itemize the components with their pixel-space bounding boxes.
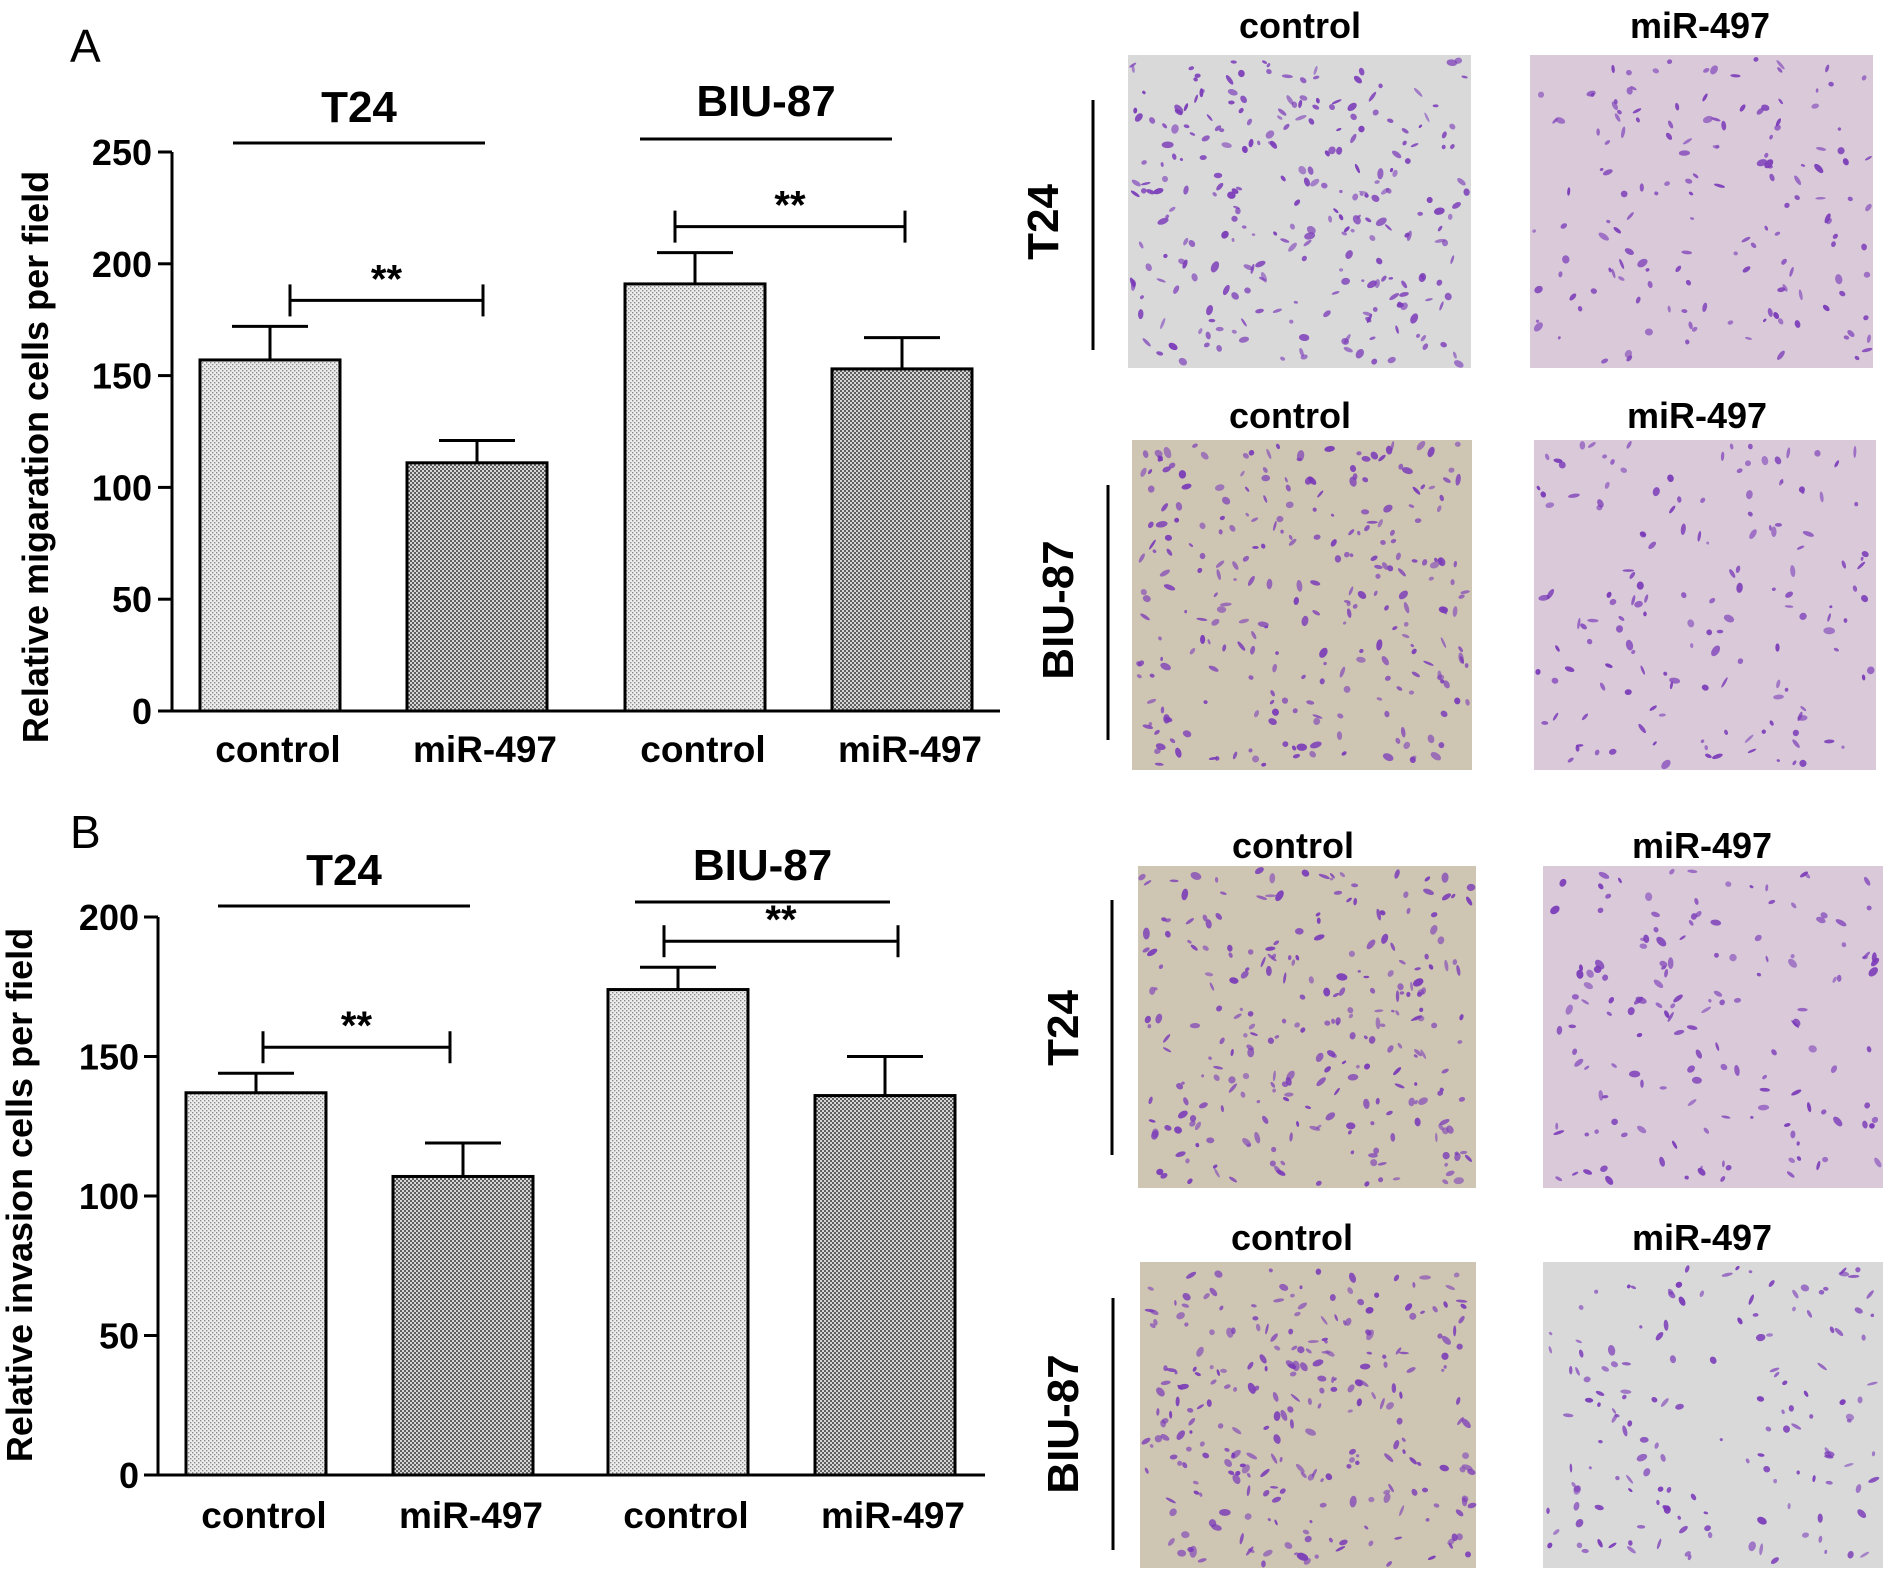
chart-a-bar-mir-497 — [830, 367, 974, 713]
chart-a-significance-label: ** — [774, 184, 806, 228]
chart-b-y-tick-label: 100 — [79, 1176, 139, 1217]
chart-a-bar-control — [198, 358, 342, 713]
chart-b-invasion: 0 50 100 150 200 T24 ** BIU-87 ** control miR-49… — [0, 841, 985, 1536]
chart-a-category-label: miR-497 — [413, 729, 557, 770]
micrograph-title: control — [1232, 825, 1354, 866]
chart-b-category-label: control — [623, 1495, 748, 1536]
micrograph-image — [1138, 866, 1476, 1188]
chart-b-bar-control — [606, 988, 750, 1477]
micrograph-title: miR-497 — [1630, 5, 1770, 46]
micrograph-title: miR-497 — [1627, 395, 1767, 436]
micrograph-image — [1543, 866, 1883, 1188]
chart-b-significance-label: ** — [765, 898, 797, 942]
micrograph-image — [1132, 440, 1472, 770]
chart-a-y-tick-label: 0 — [132, 691, 152, 732]
chart-b-category-label: miR-497 — [399, 1495, 543, 1536]
chart-a-y-tick-label: 50 — [112, 579, 152, 620]
micrograph-title: control — [1239, 5, 1361, 46]
micrograph-panels: control miR-497 T24 control miR-497 BIU-87 con… — [1019, 5, 1883, 1568]
micrograph-row-label: BIU-87 — [1039, 1354, 1088, 1493]
micrograph-image — [1128, 55, 1471, 368]
micrograph-row-label: BIU-87 — [1034, 540, 1083, 679]
micrograph-title: miR-497 — [1632, 1217, 1772, 1258]
chart-b-y-tick-label: 0 — [119, 1455, 139, 1496]
panel-letter-a: A — [70, 20, 101, 72]
micrograph-image — [1543, 1262, 1883, 1568]
chart-b-y-tick-label: 50 — [99, 1316, 139, 1357]
chart-a-group-label: BIU-87 — [696, 77, 835, 126]
chart-a-bar-mir-497 — [405, 461, 549, 713]
micrograph-image — [1530, 55, 1873, 368]
chart-a-bar-control — [623, 282, 767, 713]
chart-a-category-label: control — [640, 729, 765, 770]
chart-b-bar-control — [184, 1091, 328, 1477]
chart-a-category-label: miR-497 — [838, 729, 982, 770]
chart-b-y-tick-label: 200 — [79, 897, 139, 938]
chart-b-bar-mir-497 — [813, 1094, 957, 1477]
chart-b-group-label: BIU-87 — [693, 841, 832, 890]
chart-b-category-label: control — [201, 1495, 326, 1536]
chart-a-group-label: T24 — [321, 83, 397, 132]
chart-b-y-tick-label: 150 — [79, 1037, 139, 1078]
micrograph-title: control — [1231, 1217, 1353, 1258]
chart-a-y-tick-label: 100 — [92, 467, 152, 508]
micrograph-image — [1140, 1262, 1477, 1568]
chart-a-y-axis-label: Relative migaration cells per field — [15, 171, 56, 743]
chart-a-category-label: control — [215, 729, 340, 770]
micrograph-row-label: T24 — [1039, 990, 1088, 1066]
micrograph-title: control — [1229, 395, 1351, 436]
chart-b-significance-label: ** — [341, 1004, 373, 1048]
chart-b-y-axis-label: Relative invasion cells per field — [0, 928, 40, 1462]
chart-a-y-tick-label: 250 — [92, 132, 152, 173]
micrograph-image — [1534, 440, 1876, 770]
chart-b-category-label: miR-497 — [821, 1495, 965, 1536]
chart-a-significance-label: ** — [371, 257, 403, 301]
chart-a-y-tick-label: 200 — [92, 244, 152, 285]
chart-a-migration: 0 50 100 150 200 250 T24 ** BIU-87 ** control miR… — [15, 77, 1000, 770]
micrograph-row-label: T24 — [1019, 184, 1068, 260]
panel-letter-b: B — [70, 806, 101, 858]
chart-b-bar-mir-497 — [391, 1174, 535, 1477]
chart-b-group-label: T24 — [306, 846, 382, 895]
chart-a-y-tick-label: 150 — [92, 356, 152, 397]
micrograph-title: miR-497 — [1632, 825, 1772, 866]
